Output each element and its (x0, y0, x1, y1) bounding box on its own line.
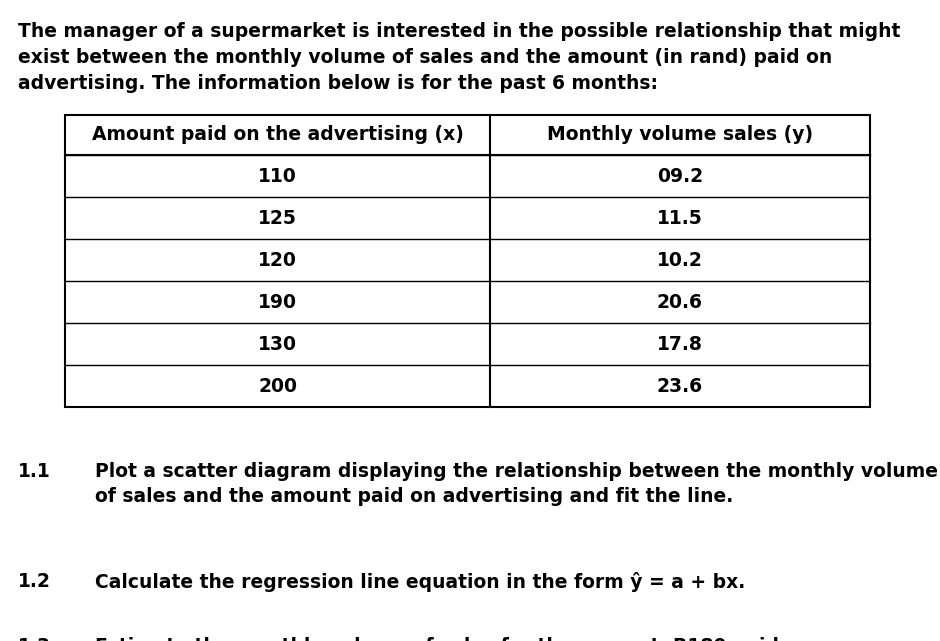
Text: Amount paid on the advertising (x): Amount paid on the advertising (x) (91, 126, 463, 144)
Text: exist between the monthly volume of sales and the amount (in rand) paid on: exist between the monthly volume of sale… (18, 48, 832, 67)
Text: 17.8: 17.8 (657, 335, 703, 353)
Text: 11.5: 11.5 (657, 208, 703, 228)
Bar (65, 115, 870, 407)
Text: 20.6: 20.6 (657, 292, 703, 312)
Text: 09.2: 09.2 (657, 167, 703, 185)
Text: The manager of a supermarket is interested in the possible relationship that mig: The manager of a supermarket is interest… (18, 22, 901, 41)
Text: 110: 110 (258, 167, 297, 185)
Text: of sales and the amount paid on advertising and fit the line.: of sales and the amount paid on advertis… (95, 487, 733, 506)
Text: 130: 130 (258, 335, 297, 353)
Text: 1.3: 1.3 (18, 637, 51, 641)
Text: Monthly volume sales (y): Monthly volume sales (y) (547, 126, 813, 144)
Text: 10.2: 10.2 (657, 251, 703, 269)
Text: Plot a scatter diagram displaying the relationship between the monthly volume: Plot a scatter diagram displaying the re… (95, 462, 938, 481)
Text: 1.2: 1.2 (18, 572, 51, 591)
Text: 1.1: 1.1 (18, 462, 51, 481)
Text: 120: 120 (258, 251, 297, 269)
Text: 125: 125 (258, 208, 297, 228)
Text: 200: 200 (258, 376, 297, 395)
Text: 23.6: 23.6 (657, 376, 703, 395)
Text: Calculate the regression line equation in the form ŷ = a + bx.: Calculate the regression line equation i… (95, 572, 745, 592)
Text: advertising. The information below is for the past 6 months:: advertising. The information below is fo… (18, 74, 658, 93)
Text: 190: 190 (258, 292, 297, 312)
Text: Estimate the monthly volume of sales for the amount, R180 paid on: Estimate the monthly volume of sales for… (95, 637, 811, 641)
